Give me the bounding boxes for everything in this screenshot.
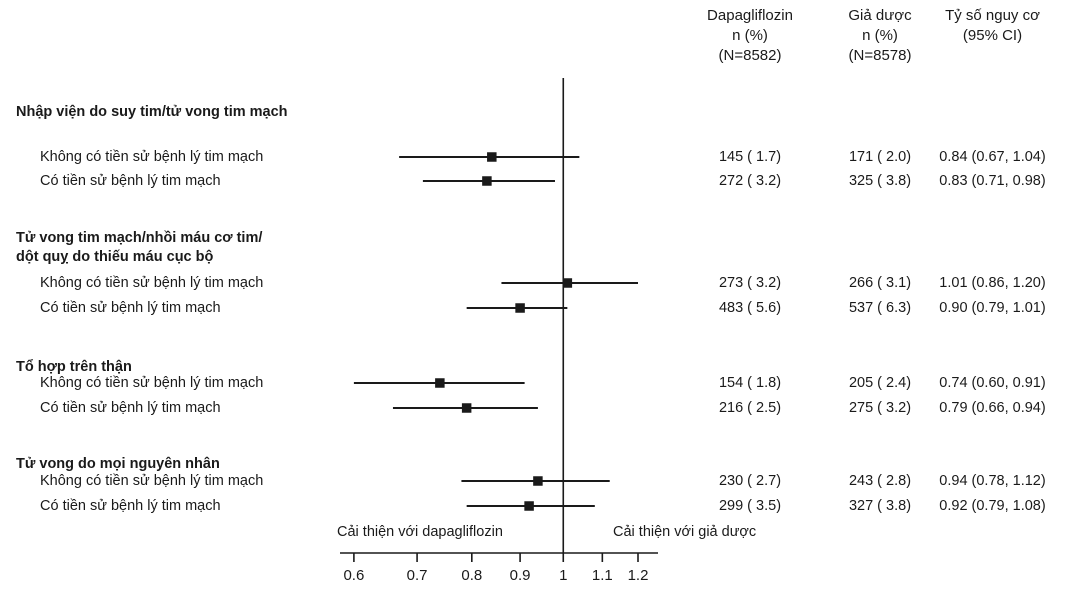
- axis-tick-label: 0.8: [461, 567, 483, 584]
- cell-hazard-ratio: 0.90 (0.79, 1.01): [939, 300, 1046, 316]
- cell-placebo: 325 ( 3.8): [848, 173, 912, 189]
- column-header-dapagliflozin-line1: Dapagliflozin: [707, 7, 793, 24]
- cell-hazard-ratio: 0.94 (0.78, 1.12): [939, 473, 1046, 489]
- cell-dapagliflozin: 230 ( 2.7): [718, 473, 782, 489]
- row-label: Không có tiền sử bệnh lý tim mạch: [40, 275, 264, 291]
- cell-placebo: 205 ( 2.4): [848, 375, 912, 391]
- group-label: Tổ hợp trên thận: [16, 359, 132, 375]
- column-header-dapagliflozin: Dapagliflozin n (%) (N=8582): [660, 6, 840, 66]
- cell-hazard-ratio: 0.79 (0.66, 0.94): [939, 400, 1046, 416]
- column-header-hazard-ratio: Tỷ số nguy cơ (95% CI): [905, 6, 1080, 46]
- axis-tick-label: 1: [559, 567, 568, 584]
- cell-dapagliflozin: 299 ( 3.5): [718, 498, 782, 514]
- cell-hazard-ratio: 1.01 (0.86, 1.20): [939, 275, 1046, 291]
- row-label: Có tiền sử bệnh lý tim mạch: [40, 498, 221, 514]
- cell-placebo: 537 ( 6.3): [848, 300, 912, 316]
- axis-tick-label: 0.9: [509, 567, 531, 584]
- point-estimate-marker: [533, 476, 543, 486]
- cell-dapagliflozin: 272 ( 3.2): [718, 173, 782, 189]
- row-label: Có tiền sử bệnh lý tim mạch: [40, 300, 221, 316]
- axis-tick-label: 1.1: [591, 567, 613, 584]
- row-label: Có tiền sử bệnh lý tim mạch: [40, 173, 221, 189]
- row-label: Có tiền sử bệnh lý tim mạch: [40, 400, 221, 416]
- point-estimate-marker: [482, 176, 492, 186]
- cell-placebo: 327 ( 3.8): [848, 498, 912, 514]
- group-label: Nhập viện do suy tim/tử vong tim mạch: [16, 104, 288, 120]
- cell-hazard-ratio: 0.83 (0.71, 0.98): [939, 173, 1046, 189]
- column-header-placebo-line3: (N=8578): [848, 47, 912, 64]
- footnote-favors-placebo: Cải thiện với giả dược: [613, 524, 757, 540]
- cell-placebo: 243 ( 2.8): [848, 473, 912, 489]
- group-label: Tử vong tim mạch/nhồi máu cơ tim/ dột qu…: [16, 230, 263, 265]
- footnote-favors-dapagliflozin: Cải thiện với dapagliflozin: [337, 524, 503, 540]
- cell-dapagliflozin: 216 ( 2.5): [718, 400, 782, 416]
- cell-placebo: 266 ( 3.1): [848, 275, 912, 291]
- row-label: Không có tiền sử bệnh lý tim mạch: [40, 149, 264, 165]
- cell-dapagliflozin: 145 ( 1.7): [718, 149, 782, 165]
- point-estimate-marker: [524, 501, 534, 511]
- cell-hazard-ratio: 0.84 (0.67, 1.04): [939, 149, 1046, 165]
- cell-placebo: 275 ( 3.2): [848, 400, 912, 416]
- cell-dapagliflozin: 154 ( 1.8): [718, 375, 782, 391]
- column-header-hazard-ratio-line2: (95% CI): [962, 27, 1023, 44]
- cell-hazard-ratio: 0.74 (0.60, 0.91): [939, 375, 1046, 391]
- column-header-placebo-line1: Giả dược: [848, 7, 912, 24]
- axis-tick-label: 0.6: [343, 567, 365, 584]
- point-estimate-marker: [487, 152, 497, 162]
- axis-tick-label: 1.2: [627, 567, 649, 584]
- point-estimate-marker: [515, 303, 525, 313]
- column-header-dapagliflozin-line2: n (%): [732, 27, 768, 44]
- row-label: Không có tiền sử bệnh lý tim mạch: [40, 375, 264, 391]
- group-label: Tử vong do mọi nguyên nhân: [16, 456, 220, 472]
- cell-hazard-ratio: 0.92 (0.79, 1.08): [939, 498, 1046, 514]
- column-header-placebo-line2: n (%): [862, 27, 898, 44]
- column-header-hazard-ratio-line1: Tỷ số nguy cơ: [945, 7, 1040, 24]
- axis-tick-label: 0.7: [406, 567, 428, 584]
- row-label: Không có tiền sử bệnh lý tim mạch: [40, 473, 264, 489]
- point-estimate-marker: [562, 278, 573, 288]
- cell-dapagliflozin: 483 ( 5.6): [718, 300, 782, 316]
- point-estimate-marker: [461, 403, 472, 413]
- column-header-dapagliflozin-line3: (N=8582): [718, 47, 782, 64]
- column-header-placebo: Giả dược n (%) (N=8578): [800, 6, 960, 66]
- cell-dapagliflozin: 273 ( 3.2): [718, 275, 782, 291]
- cell-placebo: 171 ( 2.0): [848, 149, 912, 165]
- point-estimate-marker: [435, 378, 445, 388]
